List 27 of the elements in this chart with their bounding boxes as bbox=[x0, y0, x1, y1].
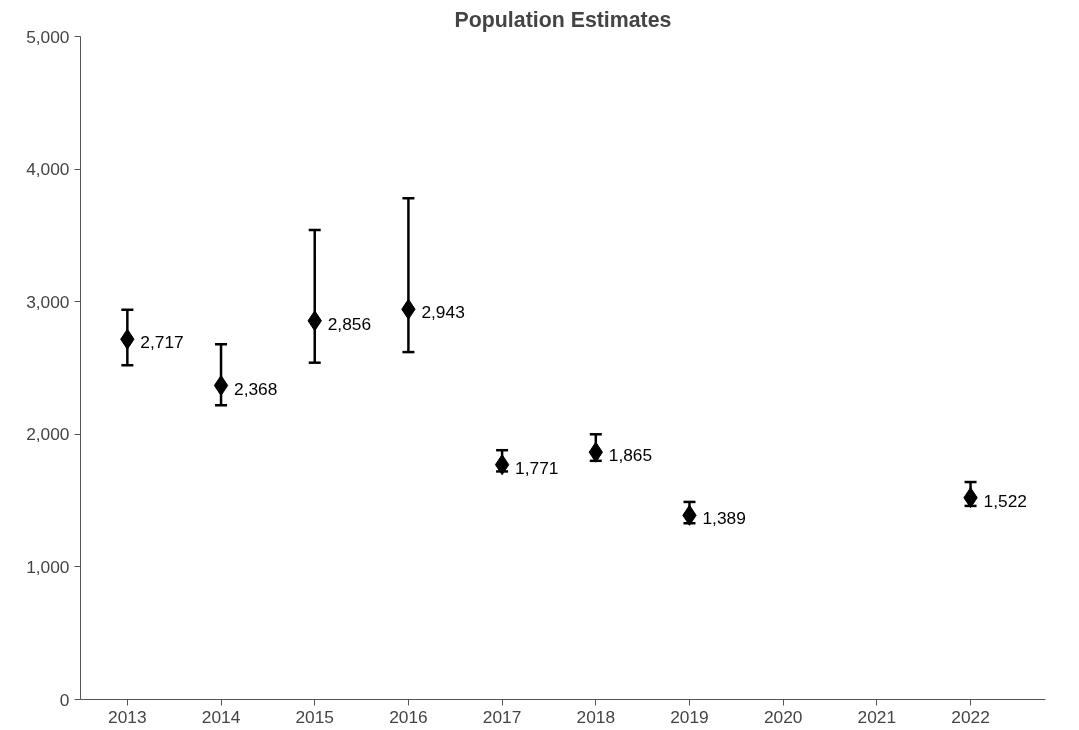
y-tick-label: 2,000 bbox=[26, 424, 70, 445]
point bbox=[494, 454, 510, 476]
y-tick-label: 3,000 bbox=[26, 291, 70, 312]
x-tick-label: 2022 bbox=[951, 706, 990, 727]
data-label: 1,522 bbox=[983, 490, 1027, 511]
point bbox=[213, 375, 229, 396]
x-tick-label: 2016 bbox=[389, 706, 428, 727]
x-tick-label: 2017 bbox=[482, 706, 522, 727]
x-tick-label: 2014 bbox=[201, 706, 241, 727]
chart-title: Population Estimates bbox=[454, 7, 672, 32]
y-tick-label: 4,000 bbox=[26, 159, 70, 180]
data-label: 1,771 bbox=[515, 457, 559, 478]
x-tick-label: 2020 bbox=[763, 706, 803, 727]
y-tick-label: 5,000 bbox=[26, 26, 70, 47]
y-tick-label: 0 bbox=[59, 689, 70, 710]
x-tick-label: 2015 bbox=[295, 706, 335, 727]
x-tick-label: 2019 bbox=[670, 706, 709, 727]
data-label: 1,865 bbox=[608, 445, 653, 466]
data-label: 2,368 bbox=[234, 378, 278, 399]
x-tick-label: 2021 bbox=[857, 706, 897, 727]
x-tick-label: 2018 bbox=[576, 706, 616, 727]
data-label: 1,389 bbox=[702, 508, 746, 529]
data-label: 2,856 bbox=[327, 313, 372, 334]
data-label: 2,943 bbox=[421, 302, 465, 323]
y-tick-label: 1,000 bbox=[26, 556, 70, 577]
x-tick-label: 2013 bbox=[108, 706, 147, 727]
data-label: 2,717 bbox=[140, 332, 184, 353]
